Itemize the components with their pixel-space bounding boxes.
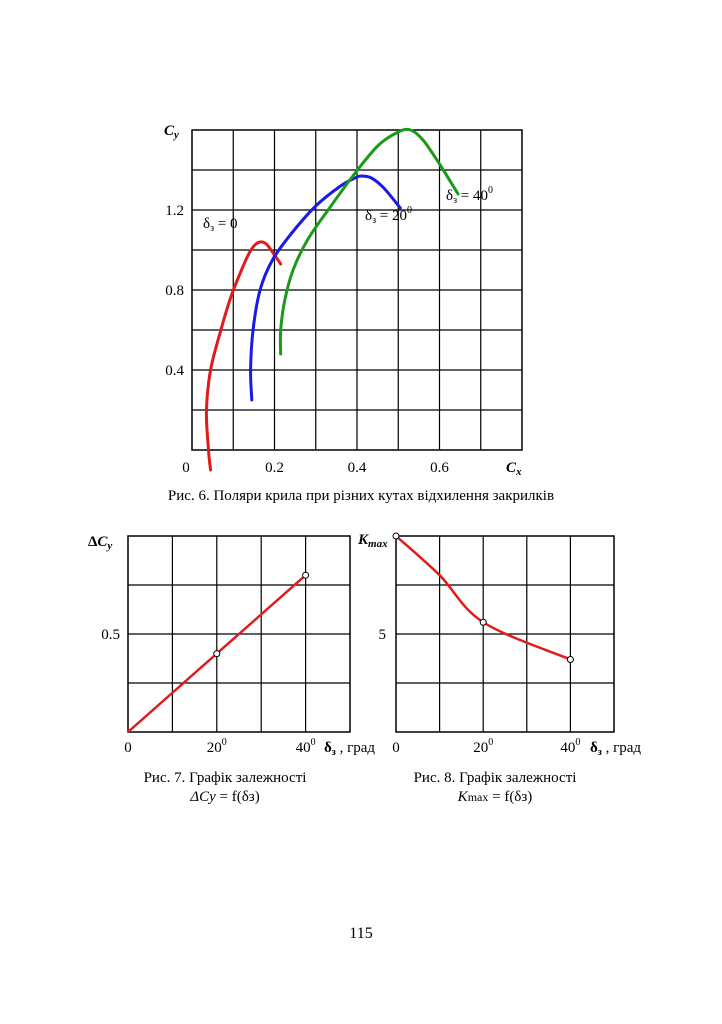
fig6-y-tick-label: 0.8 (165, 283, 184, 299)
fig6-series-label: δз = 400 (446, 185, 493, 206)
fig6-y-tick-label: 0.4 (165, 363, 184, 379)
fig6-x-tick-label: 0.6 (430, 460, 449, 476)
fig7-x-axis-title: δз , град (324, 740, 375, 758)
figure-7-caption: Рис. 7. Графік залежності ΔCy = f(δз) (143, 770, 307, 805)
fig6-series-line (204, 240, 283, 472)
fig6-y-tick-label: 1.2 (165, 203, 184, 219)
fig7-x-tick-label: 200 (207, 737, 227, 756)
fig6-x-tick-label: 0.4 (348, 460, 367, 476)
page-number: 115 (349, 925, 373, 942)
fig8-x-tick-label: 0 (392, 740, 400, 756)
fig6-x-tick-label: 0 (182, 460, 190, 476)
fig6-series-label: δз = 200 (365, 205, 412, 226)
fig6-series-line (278, 127, 460, 356)
fig6-series-line (249, 174, 402, 402)
fig7-y-axis-title: ΔCy (88, 534, 112, 552)
fig8-data-point (392, 532, 400, 540)
fig7-data-point (213, 650, 221, 658)
fig7-x-tick-label: 400 (296, 737, 316, 756)
fig6-y-axis-title: Cy (164, 123, 179, 141)
fig7-x-tick-label: 0 (124, 740, 132, 756)
fig8-x-axis-title: δз , град (590, 740, 641, 758)
fig7-data-point (302, 571, 310, 579)
fig8-x-tick-label: 200 (473, 737, 493, 756)
figure-8-caption: Рис. 8. Графік залежності Kmax = f(δз) (413, 770, 577, 805)
fig8-y-axis-title: Kmax (357, 532, 388, 550)
fig8-x-tick-label: 400 (560, 737, 580, 756)
fig6-x-tick-label: 0.2 (265, 460, 284, 476)
fig6-series-label: δз = 0 (203, 216, 238, 234)
fig6-x-axis-title: Cx (506, 460, 522, 478)
fig8-data-point (479, 618, 487, 626)
fig8-series-line (395, 535, 571, 661)
figure-6-caption: Рис. 6. Поляри крила при різних кутах ві… (167, 488, 555, 504)
fig8-y-tick-label: 5 (379, 627, 387, 643)
fig8-data-point (566, 655, 574, 663)
fig7-y-tick-label: 0.5 (101, 627, 120, 643)
